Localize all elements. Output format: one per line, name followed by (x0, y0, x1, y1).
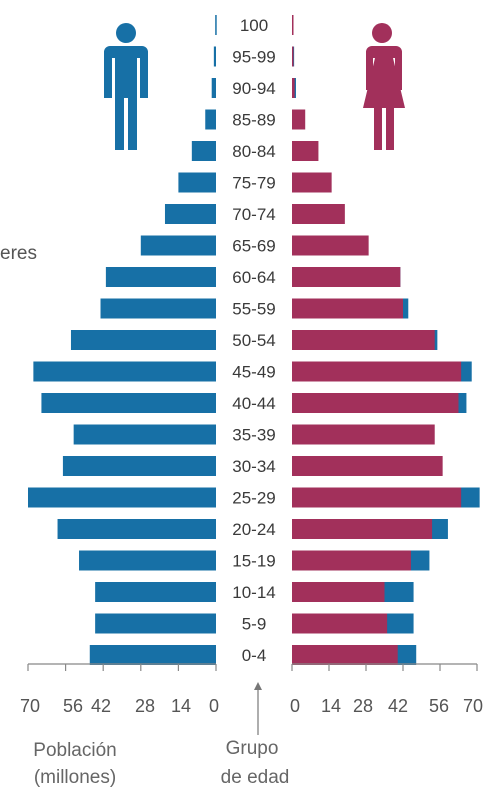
age-label-5-9: 5-9 (242, 615, 267, 634)
bar-female-90-94 (292, 78, 295, 98)
bar-male-20-24 (57, 519, 216, 539)
bar-female-85-89 (292, 109, 306, 130)
bar-female-25-29 (292, 487, 462, 508)
age-label-85-89: 85-89 (232, 111, 275, 130)
age-label-60-64: 60-64 (232, 268, 275, 287)
age-label-70-74: 70-74 (232, 205, 275, 224)
bar-female-20-24 (292, 519, 433, 539)
x-tick-right-label: 14 (321, 696, 341, 716)
age-label-40-44: 40-44 (232, 394, 275, 413)
age-label-0-4: 0-4 (242, 646, 267, 665)
x-tick-left-label: 0 (209, 696, 219, 716)
bar-male-85-89 (205, 109, 216, 130)
bar-male-75-79 (178, 172, 216, 193)
age-label-95-99: 95-99 (232, 48, 275, 67)
bar-male-65-69 (140, 235, 216, 256)
bar-female-35-39 (292, 424, 435, 445)
bar-male-15-19 (79, 550, 217, 571)
bar-female-10-14 (292, 582, 385, 602)
age-group-arrowhead (254, 682, 262, 690)
bar-female-30-34 (292, 456, 443, 476)
bar-male-50-54 (70, 330, 216, 350)
age-label-55-59: 55-59 (232, 300, 275, 319)
bar-female-100 (292, 15, 294, 35)
bar-female-45-49 (292, 361, 462, 382)
bar-male-70-74 (164, 204, 216, 224)
bar-male-95-99 (213, 46, 216, 67)
age-label-90-94: 90-94 (232, 79, 275, 98)
bar-male-80-84 (191, 141, 216, 161)
bar-male-25-29 (28, 487, 216, 508)
axes-layer: 70 56 42 28 14 0 0 14 28 42 56 70 (20, 663, 483, 716)
bar-male-60-64 (105, 267, 216, 287)
age-group-label-line1: Grupo (226, 738, 279, 759)
bar-female-5-9 (292, 613, 388, 634)
age-label-80-84: 80-84 (232, 142, 275, 161)
age-group-label-line2: de edad (221, 767, 290, 788)
bar-male-40-44 (41, 393, 216, 413)
age-label-10-14: 10-14 (232, 583, 275, 602)
age-label-50-54: 50-54 (232, 331, 275, 350)
bar-male-5-9 (95, 613, 216, 634)
x-tick-right-label: 0 (290, 696, 300, 716)
age-label-30-34: 30-34 (232, 457, 275, 476)
bar-female-40-44 (292, 393, 459, 413)
age-label-15-19: 15-19 (232, 552, 275, 571)
age-label-65-69: 65-69 (232, 237, 275, 256)
x-tick-left-label: 14 (171, 696, 191, 716)
age-label-45-49: 45-49 (232, 363, 275, 382)
bar-male-90-94 (211, 78, 216, 98)
bar-male-35-39 (73, 424, 217, 445)
bar-male-0-4 (89, 645, 216, 665)
x-tick-left-label: 56 (63, 696, 83, 716)
bar-female-75-79 (292, 172, 332, 193)
bar-female-15-19 (292, 550, 411, 571)
bar-female-55-59 (292, 298, 403, 319)
age-label-25-29: 25-29 (232, 489, 275, 508)
bar-female-65-69 (292, 235, 369, 256)
age-label-35-39: 35-39 (232, 426, 275, 445)
bar-female-80-84 (292, 141, 319, 161)
age-label-100: 100 (240, 16, 268, 35)
x-tick-right-label: 28 (353, 696, 373, 716)
x-tick-left-label: 70 (20, 696, 40, 716)
age-labels-layer: 100 95-99 90-94 85-89 80-84 75-79 70-74 65-69 60… (232, 16, 275, 665)
bar-female-60-64 (292, 267, 401, 287)
bar-female-0-4 (292, 645, 398, 665)
bars-layer (28, 15, 480, 665)
side-label: eres (0, 243, 37, 264)
age-label-20-24: 20-24 (232, 520, 275, 539)
bar-female-70-74 (292, 204, 345, 224)
x-tick-left-label: 42 (91, 696, 111, 716)
bar-female-95-99 (292, 46, 294, 67)
x-tick-left-label: 28 (135, 696, 155, 716)
woman-icon (363, 23, 405, 150)
age-label-75-79: 75-79 (232, 174, 275, 193)
x-tick-right-label: 70 (463, 696, 483, 716)
x-tick-right-label: 56 (429, 696, 449, 716)
bar-male-100 (215, 15, 217, 35)
bar-male-30-34 (62, 456, 216, 476)
man-icon (104, 23, 148, 150)
bar-female-50-54 (292, 330, 435, 350)
bar-male-10-14 (95, 582, 216, 602)
x-tick-right-label: 42 (388, 696, 408, 716)
bar-male-45-49 (33, 361, 216, 382)
bar-male-55-59 (100, 298, 216, 319)
x-axis-label-line1: Población (33, 740, 116, 761)
x-axis-label-line2: (millones) (34, 767, 116, 788)
